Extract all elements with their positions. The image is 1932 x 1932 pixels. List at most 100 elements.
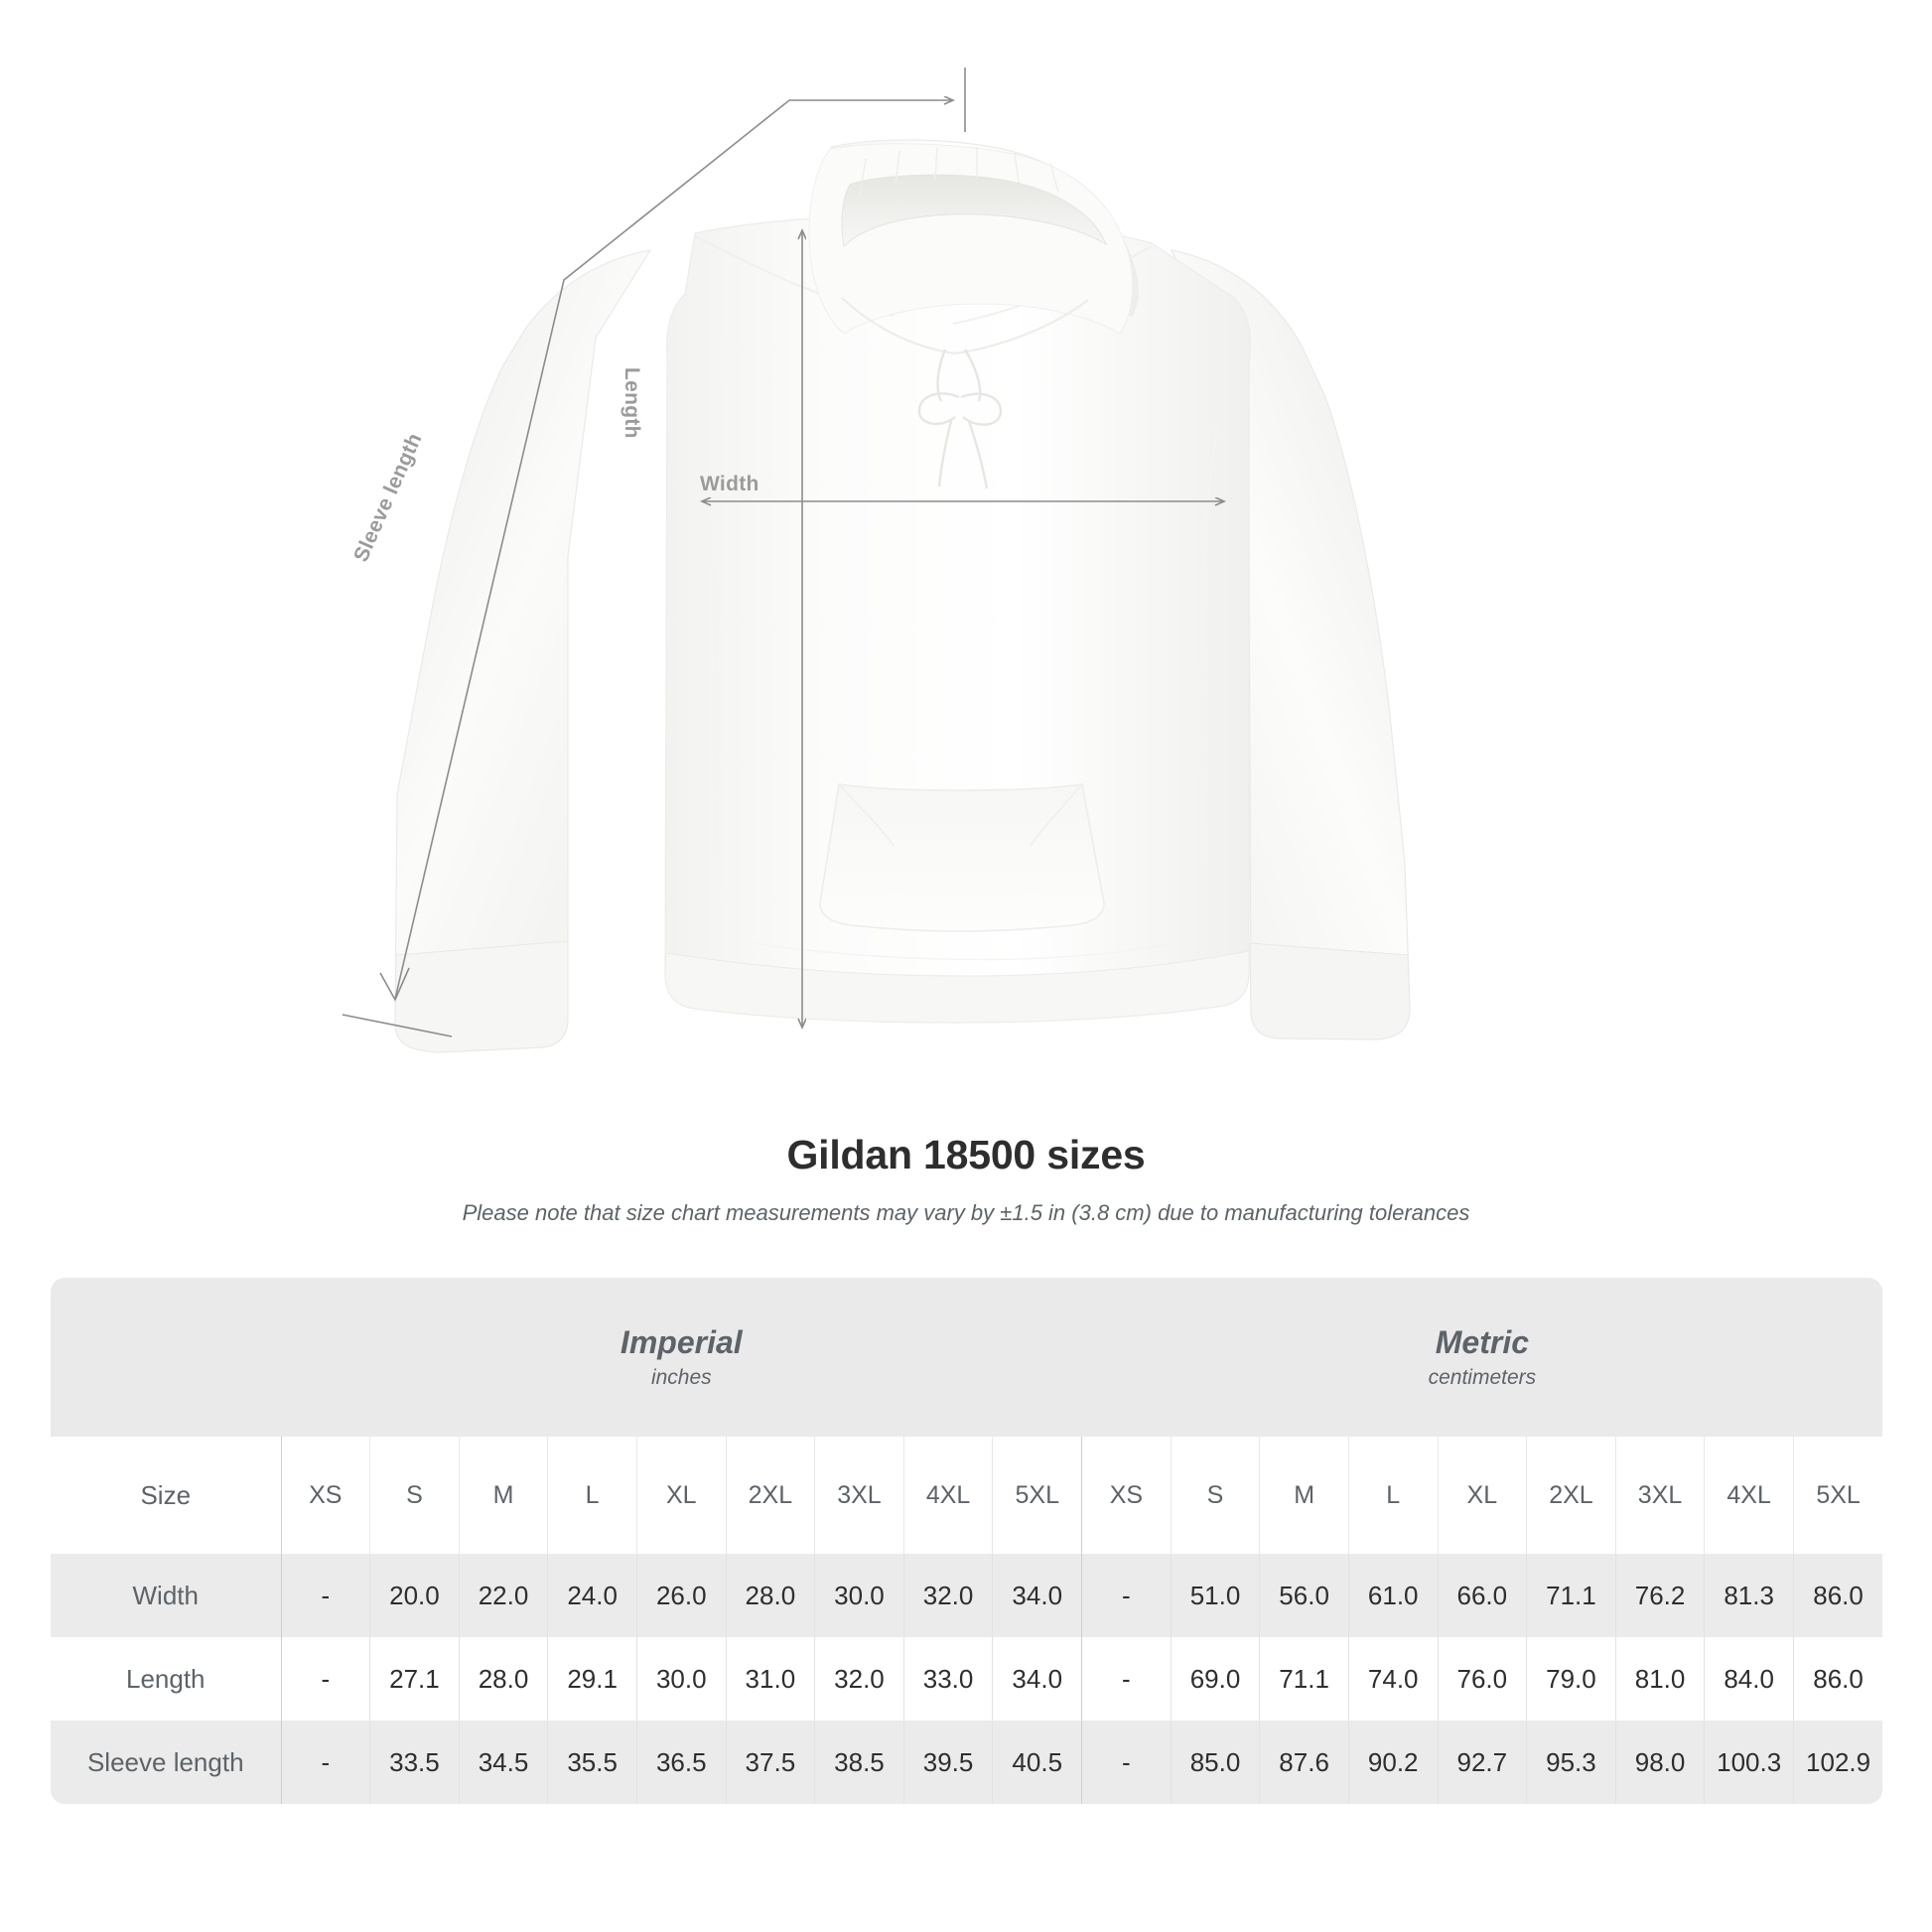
- sleeve-measure-line: [394, 100, 953, 1000]
- page-title: Gildan 18500 sizes: [786, 1132, 1146, 1177]
- cell-width-metric-3xl: 76.2: [1614, 1554, 1705, 1637]
- unit-imperial-sub: inches: [650, 1366, 712, 1390]
- cell-length-metric-xl: 76.0: [1437, 1637, 1527, 1721]
- cell-width-imperial-xl: 26.0: [635, 1554, 727, 1637]
- cell-width-imperial-l: 24.0: [547, 1554, 637, 1637]
- title-block: Gildan 18500 sizes Please note that size…: [0, 1132, 1932, 1226]
- tolerance-note: Please note that size chart measurements…: [462, 1200, 1470, 1225]
- cell-length-imperial-2xl: 31.0: [725, 1637, 815, 1721]
- header-size: Size: [51, 1437, 281, 1554]
- sleeve-bottom-tick: [342, 1014, 453, 1037]
- header-size-imperial-xl: XL: [635, 1437, 727, 1554]
- garment-diagram: Length Width Sleeve length: [342, 68, 1411, 1053]
- row-label-width: Width: [51, 1554, 281, 1637]
- cell-length-imperial-xs: -: [280, 1637, 370, 1721]
- cell-sleeve-length-imperial-3xl: 38.5: [814, 1721, 904, 1804]
- header-size-metric-5xl: 5XL: [1792, 1437, 1883, 1554]
- cell-width-imperial-2xl: 28.0: [725, 1554, 815, 1637]
- cell-sleeve-length-imperial-m: 34.5: [458, 1721, 548, 1804]
- cell-length-metric-3xl: 81.0: [1614, 1637, 1705, 1721]
- hoodie-shape: [394, 139, 1411, 1053]
- table-row: Width -20.0 22.0 24.0 26.0 28.0 30.0 32.0 34.0-5…: [51, 1554, 1883, 1637]
- cell-sleeve-length-imperial-s: 33.5: [369, 1721, 460, 1804]
- cell-length-imperial-xl: 30.0: [635, 1637, 727, 1721]
- cell-width-imperial-5xl: 34.0: [992, 1554, 1082, 1637]
- cell-width-metric-xs: -: [1081, 1554, 1172, 1637]
- cell-sleeve-length-metric-4xl: 100.3: [1704, 1721, 1794, 1804]
- cell-sleeve-length-imperial-2xl: 37.5: [725, 1721, 815, 1804]
- row-label-length: Length: [51, 1637, 281, 1721]
- cell-width-metric-l: 61.0: [1347, 1554, 1439, 1637]
- table-row: Sleeve length -33.5 34.5 35.5 36.5 37.5 38.5 39…: [51, 1721, 1883, 1804]
- cell-length-imperial-s: 27.1: [369, 1637, 460, 1721]
- unit-banner-spacer: [51, 1278, 281, 1437]
- unit-imperial-name: Imperial: [620, 1323, 743, 1360]
- cell-sleeve-length-imperial-4xl: 39.5: [902, 1721, 993, 1804]
- unit-imperial: Imperial inches: [281, 1278, 1082, 1437]
- cell-length-metric-s: 69.0: [1170, 1637, 1260, 1721]
- cell-sleeve-length-imperial-5xl: 40.5: [992, 1721, 1082, 1804]
- cell-width-metric-2xl: 71.1: [1526, 1554, 1616, 1637]
- cell-width-imperial-xs: -: [280, 1554, 370, 1637]
- unit-metric-sub: centimeters: [1428, 1366, 1537, 1390]
- table-header-row: Size XS S M L XL 2XL 3XL 4XL 5XL XS S M L XL 2XL 3XL 4XL 5…: [51, 1437, 1883, 1554]
- cell-sleeve-length-metric-3xl: 98.0: [1614, 1721, 1705, 1804]
- cell-width-imperial-4xl: 32.0: [902, 1554, 993, 1637]
- cell-length-imperial-4xl: 33.0: [902, 1637, 993, 1721]
- cell-sleeve-length-metric-l: 90.2: [1347, 1721, 1439, 1804]
- cell-sleeve-length-imperial-xl: 36.5: [635, 1721, 727, 1804]
- cell-length-metric-m: 71.1: [1259, 1637, 1349, 1721]
- unit-metric-name: Metric: [1435, 1323, 1529, 1360]
- header-size-metric-s: S: [1170, 1437, 1260, 1554]
- cell-width-metric-4xl: 81.3: [1704, 1554, 1794, 1637]
- cell-width-metric-s: 51.0: [1170, 1554, 1260, 1637]
- cell-width-imperial-m: 22.0: [458, 1554, 548, 1637]
- unit-metric: Metric centimeters: [1081, 1278, 1883, 1437]
- cell-sleeve-length-metric-s: 85.0: [1170, 1721, 1260, 1804]
- header-size-imperial-2xl: 2XL: [725, 1437, 815, 1554]
- header-size-metric-4xl: 4XL: [1704, 1437, 1794, 1554]
- cell-length-metric-4xl: 84.0: [1704, 1637, 1794, 1721]
- cell-width-imperial-s: 20.0: [369, 1554, 460, 1637]
- cell-width-metric-m: 56.0: [1259, 1554, 1349, 1637]
- header-size-imperial-m: M: [458, 1437, 548, 1554]
- length-label: Length: [621, 367, 643, 439]
- cell-sleeve-length-metric-m: 87.6: [1259, 1721, 1349, 1804]
- cell-length-metric-l: 74.0: [1347, 1637, 1439, 1721]
- cell-length-imperial-l: 29.1: [547, 1637, 637, 1721]
- header-size-imperial-5xl: 5XL: [992, 1437, 1082, 1554]
- cell-length-imperial-m: 28.0: [458, 1637, 548, 1721]
- header-size-imperial-xs: XS: [280, 1437, 370, 1554]
- row-label-sleeve-length: Sleeve length: [51, 1721, 281, 1804]
- measurement-lines: [342, 68, 1224, 1037]
- cell-sleeve-length-metric-2xl: 95.3: [1526, 1721, 1616, 1804]
- cell-width-imperial-3xl: 30.0: [814, 1554, 904, 1637]
- header-size-imperial-l: L: [547, 1437, 637, 1554]
- cell-width-metric-xl: 66.0: [1437, 1554, 1527, 1637]
- cell-length-metric-5xl: 86.0: [1792, 1637, 1883, 1721]
- header-size-imperial-4xl: 4XL: [902, 1437, 993, 1554]
- header-size-metric-xs: XS: [1081, 1437, 1172, 1554]
- cell-sleeve-length-metric-5xl: 102.9: [1792, 1721, 1883, 1804]
- cell-sleeve-length-imperial-xs: -: [280, 1721, 370, 1804]
- header-size-imperial-s: S: [369, 1437, 460, 1554]
- drawcord: [917, 348, 1003, 489]
- cell-length-metric-xs: -: [1081, 1637, 1172, 1721]
- cell-sleeve-length-imperial-l: 35.5: [547, 1721, 637, 1804]
- sleeve-arrowhead: [379, 967, 410, 1002]
- header-size-metric-2xl: 2XL: [1526, 1437, 1616, 1554]
- header-size-metric-xl: XL: [1437, 1437, 1527, 1554]
- header-size-metric-m: M: [1259, 1437, 1349, 1554]
- size-chart-table: Imperial inches Metric centimeters Size XS S M L…: [51, 1278, 1883, 1804]
- cell-width-metric-5xl: 86.0: [1792, 1554, 1883, 1637]
- cell-length-metric-2xl: 79.0: [1526, 1637, 1616, 1721]
- cell-length-imperial-3xl: 32.0: [814, 1637, 904, 1721]
- header-size-imperial-3xl: 3XL: [814, 1437, 904, 1554]
- hoodie-illustration: [342, 68, 1411, 1053]
- width-label: Width: [700, 473, 759, 495]
- header-size-metric-l: L: [1347, 1437, 1439, 1554]
- unit-banner-row: Imperial inches Metric centimeters: [51, 1278, 1883, 1437]
- cell-sleeve-length-metric-xs: -: [1081, 1721, 1172, 1804]
- cell-length-imperial-5xl: 34.0: [992, 1637, 1082, 1721]
- header-size-metric-3xl: 3XL: [1614, 1437, 1705, 1554]
